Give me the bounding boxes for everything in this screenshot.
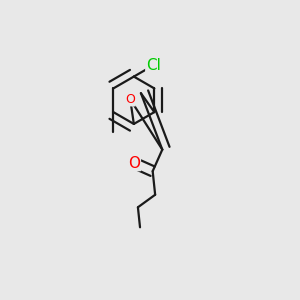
Text: O: O: [125, 93, 135, 106]
Text: O: O: [128, 155, 140, 170]
Text: Cl: Cl: [146, 58, 161, 73]
